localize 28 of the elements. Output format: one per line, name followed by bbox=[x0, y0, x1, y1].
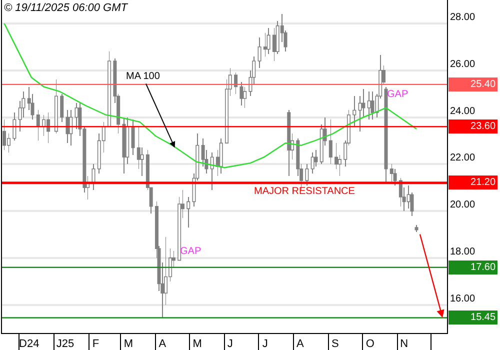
x-tick-label: J bbox=[262, 338, 268, 350]
x-tick-label: D24 bbox=[19, 338, 40, 350]
y-tick-label: 28.00 bbox=[450, 12, 476, 23]
x-tick-label: M bbox=[192, 338, 202, 350]
y-tick-label: 26.00 bbox=[450, 58, 476, 70]
x-tick-label: A bbox=[296, 338, 304, 350]
y-tick-label: 18.00 bbox=[450, 246, 476, 258]
x-tick-label: A bbox=[158, 338, 167, 350]
x-tick-label: O bbox=[366, 338, 375, 350]
ref-line-label: 15.45 bbox=[470, 312, 496, 323]
y-tick-label: 16.00 bbox=[450, 293, 476, 304]
ref-line-label: 17.60 bbox=[470, 262, 496, 273]
y-tick-label: 20.00 bbox=[450, 200, 476, 211]
y-tick-label: 24.00 bbox=[450, 106, 476, 117]
ref-line-label: 25.40 bbox=[470, 79, 496, 90]
annotation: © 19/11/2025 06:00 GMT bbox=[4, 2, 129, 14]
y-tick-label: 22.00 bbox=[450, 152, 476, 164]
x-tick-label: J bbox=[227, 338, 233, 350]
x-tick-label: S bbox=[332, 338, 339, 350]
annotation: GAP bbox=[387, 89, 408, 100]
annotation: MA 100 bbox=[126, 71, 160, 82]
annotation: MAJOR RESISTANCE bbox=[254, 186, 356, 197]
ref-line-label: 21.20 bbox=[470, 177, 496, 188]
ref-line-label: 23.60 bbox=[470, 121, 496, 132]
x-tick-label: M bbox=[124, 338, 134, 350]
x-tick-label: N bbox=[400, 338, 408, 350]
x-tick-label: F bbox=[92, 338, 100, 350]
x-tick-label: J25 bbox=[56, 338, 74, 350]
